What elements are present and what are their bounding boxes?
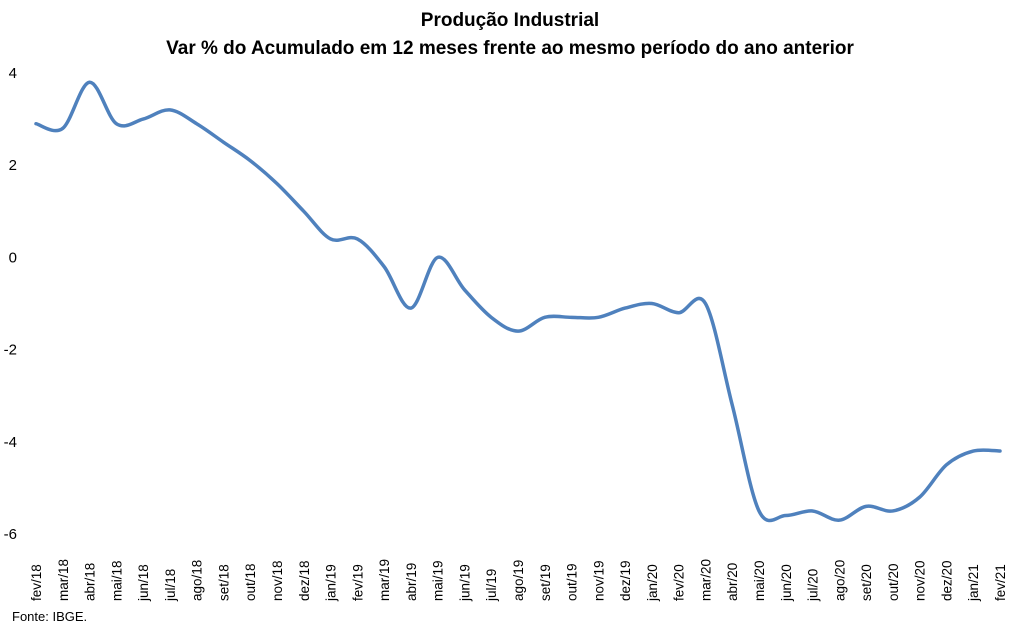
y-tick-label: -2 xyxy=(4,342,17,359)
chart-subtitle: Var % do Acumulado em 12 meses frente ao… xyxy=(166,38,854,59)
data-point-abr-18 xyxy=(88,80,92,84)
data-point-jan-19 xyxy=(329,237,333,241)
x-tick-label: jun/20 xyxy=(779,564,794,602)
data-point-jun-19 xyxy=(462,288,466,292)
data-point-jan-21 xyxy=(971,449,975,453)
x-tick-label: mai/19 xyxy=(431,560,446,601)
x-tick-label: set/20 xyxy=(859,564,874,601)
data-point-mar-20 xyxy=(703,302,707,306)
data-point-fev-20 xyxy=(677,311,681,315)
x-tick-label: set/18 xyxy=(216,564,231,601)
x-tick-label: out/18 xyxy=(243,563,258,601)
data-point-dez-18 xyxy=(302,209,306,213)
data-point-fev-19 xyxy=(355,237,359,241)
y-axis: 4 2 0 -2 -4 -6 xyxy=(4,65,17,543)
data-point-jul-18 xyxy=(168,108,172,112)
data-point-dez-20 xyxy=(944,463,948,467)
source-note: Fonte: IBGE. xyxy=(12,609,88,624)
data-point-out-19 xyxy=(570,315,574,319)
series-line xyxy=(34,80,1002,523)
x-tick-label: abr/19 xyxy=(404,563,419,601)
x-tick-label: ago/19 xyxy=(511,560,526,601)
x-tick-label: dez/19 xyxy=(618,560,633,601)
data-point-jan-20 xyxy=(650,302,654,306)
x-tick-label: jun/19 xyxy=(457,564,472,602)
data-point-jun-20 xyxy=(784,514,788,518)
x-tick-label: nov/20 xyxy=(913,560,928,601)
x-tick-label: abr/20 xyxy=(725,563,740,601)
data-point-mar-19 xyxy=(382,265,386,269)
x-tick-label: set/19 xyxy=(538,564,553,601)
x-tick-label: fev/20 xyxy=(672,564,687,601)
y-tick-label: -4 xyxy=(4,434,17,451)
x-tick-label: jan/19 xyxy=(324,564,339,602)
x-tick-label: nov/19 xyxy=(591,560,606,601)
data-point-mai-20 xyxy=(757,509,761,513)
x-tick-label: jul/19 xyxy=(484,569,499,602)
data-point-fev-21 xyxy=(998,449,1002,453)
data-point-nov-18 xyxy=(275,182,279,186)
data-point-set-18 xyxy=(221,140,225,144)
data-point-set-19 xyxy=(543,315,547,319)
x-tick-label: ago/18 xyxy=(190,560,205,601)
x-tick-label: nov/18 xyxy=(270,560,285,601)
data-point-dez-19 xyxy=(623,306,627,310)
data-point-nov-20 xyxy=(918,495,922,499)
x-tick-label: jan/21 xyxy=(966,564,981,602)
data-point-jun-18 xyxy=(141,117,145,121)
data-point-ago-19 xyxy=(516,329,520,333)
x-tick-label: jan/20 xyxy=(645,564,660,602)
data-point-ago-18 xyxy=(195,122,199,126)
series-layer xyxy=(34,80,1002,523)
data-point-out-20 xyxy=(891,509,895,513)
x-tick-label: out/19 xyxy=(565,563,580,601)
y-tick-label: -6 xyxy=(4,526,17,543)
y-tick-label: 2 xyxy=(9,157,17,174)
x-tick-label: out/20 xyxy=(886,563,901,601)
x-tick-label: jun/18 xyxy=(136,564,151,602)
x-tick-label: mar/18 xyxy=(56,559,71,601)
data-point-out-18 xyxy=(248,159,252,163)
data-point-mai-18 xyxy=(114,122,118,126)
y-tick-label: 4 xyxy=(9,65,17,82)
x-tick-label: fev/19 xyxy=(350,564,365,601)
data-point-set-20 xyxy=(864,504,868,508)
data-point-abr-20 xyxy=(730,403,734,407)
x-tick-label: abr/18 xyxy=(83,563,98,601)
data-point-mai-19 xyxy=(436,255,440,259)
x-tick-label: dez/20 xyxy=(939,560,954,601)
data-point-abr-19 xyxy=(409,306,413,310)
data-point-nov-19 xyxy=(596,315,600,319)
data-point-jul-19 xyxy=(489,315,493,319)
data-point-fev-18 xyxy=(34,122,38,126)
x-tick-label: jul/20 xyxy=(806,569,821,602)
x-tick-label: jul/18 xyxy=(163,569,178,602)
x-tick-label: mar/19 xyxy=(377,559,392,601)
x-tick-label: mar/20 xyxy=(698,559,713,601)
chart-title: Produção Industrial xyxy=(421,10,599,31)
data-point-jul-20 xyxy=(811,509,815,513)
x-tick-label: fev/18 xyxy=(29,564,44,601)
x-axis: fev/18 mar/18 abr/18 mai/18 jun/18 jul/18 ago/… xyxy=(29,559,1008,602)
x-tick-label: mai/18 xyxy=(109,560,124,601)
data-point-ago-20 xyxy=(837,518,841,522)
x-tick-label: ago/20 xyxy=(832,560,847,601)
x-tick-label: dez/18 xyxy=(297,560,312,601)
x-tick-label: mai/20 xyxy=(752,560,767,601)
y-tick-label: 0 xyxy=(9,249,17,266)
data-point-mar-18 xyxy=(61,126,65,130)
x-tick-label: fev/21 xyxy=(993,564,1008,601)
